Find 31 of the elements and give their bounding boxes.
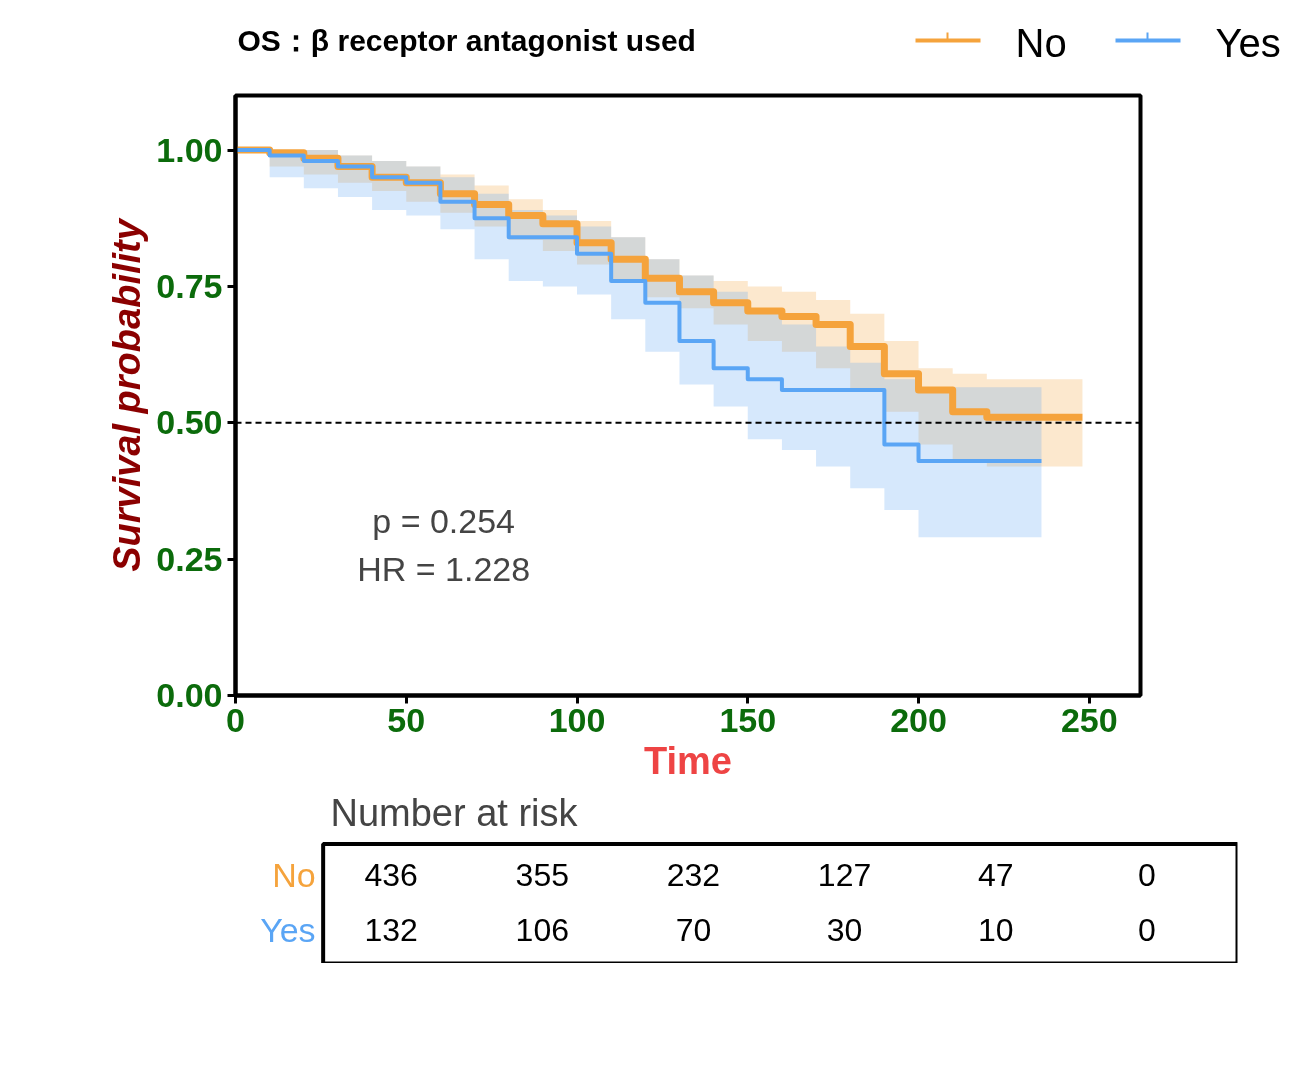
data-label: 132	[364, 912, 418, 949]
data-label: 70	[675, 912, 712, 949]
annotation: p = 0.254	[372, 501, 516, 540]
data-label: 106	[515, 912, 569, 949]
x-tick-label: 100	[548, 700, 606, 739]
legend-label: Yes	[1215, 20, 1281, 65]
chart-title: OS：β receptor antagonist used	[237, 24, 696, 57]
x-tick-label: 0	[226, 700, 245, 739]
data-label: 0	[1137, 856, 1156, 893]
data-label: 30	[826, 912, 863, 949]
x-tick-label: 200	[890, 700, 947, 739]
data-label: 355	[515, 856, 569, 893]
x-axis-title: Time	[644, 739, 733, 782]
y-tick-label: 1.00	[156, 130, 223, 169]
x-tick-label: 150	[719, 700, 777, 739]
data-label: 0	[1137, 912, 1156, 949]
data-label: 436	[364, 856, 418, 893]
y-tick-label: 0.75	[156, 266, 223, 305]
data-label: 10	[977, 912, 1014, 949]
x-tick-label: 50	[387, 700, 426, 739]
legend-label: No	[1015, 20, 1067, 65]
data-label: 127	[817, 856, 872, 893]
x-tick-label: 250	[1060, 700, 1118, 739]
y-tick-label: 0.25	[156, 539, 223, 578]
annotation: HR = 1.228	[357, 549, 531, 588]
chart-title: Number at risk	[330, 791, 579, 834]
y-axis-title: Survival probability	[106, 217, 149, 572]
y-tick-label: 0.50	[156, 403, 223, 442]
y-tick-label: 0.00	[156, 676, 223, 714]
data-label: 47	[977, 856, 1014, 893]
data-label: 232	[666, 856, 721, 893]
